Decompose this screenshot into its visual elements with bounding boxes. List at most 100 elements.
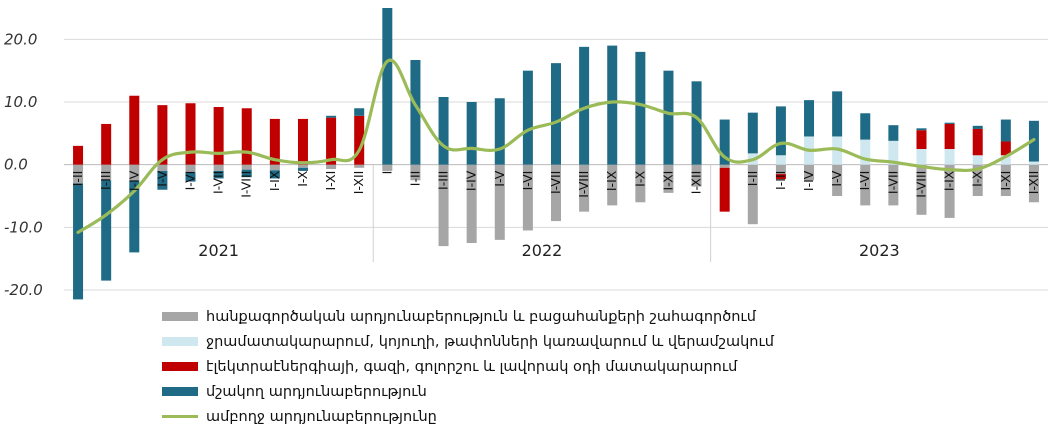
- bar: [944, 122, 955, 124]
- bar: [382, 164, 393, 171]
- bar: [157, 170, 168, 190]
- bar: [326, 117, 337, 165]
- bar: [297, 118, 308, 165]
- legend-item-mining: հանքագործական արդյունաբերություն և բացահ…: [162, 304, 1002, 329]
- bar: [326, 115, 337, 118]
- bar: [804, 100, 815, 137]
- legend-swatch-electricity: [162, 362, 198, 371]
- bar: [101, 123, 112, 165]
- bar: [832, 164, 843, 196]
- bar: [241, 169, 252, 178]
- bar: [860, 164, 871, 206]
- bar: [213, 170, 224, 179]
- x-tick-label: I-XI: [323, 171, 338, 191]
- bar: [747, 164, 758, 225]
- bar: [916, 164, 927, 215]
- bar: [129, 180, 140, 253]
- bar: [73, 164, 84, 184]
- legend-swatch-mining: [162, 312, 198, 321]
- bar: [747, 112, 758, 154]
- legend-label-mining: հանքագործական արդյունաբերություն և բացահ…: [206, 308, 756, 325]
- legend: հանքագործական արդյունաբերություն և բացահ…: [162, 304, 1002, 429]
- bar: [326, 164, 337, 170]
- bar: [775, 106, 786, 156]
- bar: [860, 113, 871, 140]
- bar: [691, 164, 702, 187]
- bar: [1028, 164, 1039, 203]
- x-tick-label: I: [379, 171, 394, 175]
- bar: [1000, 141, 1011, 156]
- legend-swatch-manufacturing: [162, 387, 198, 396]
- y-axis: -20.0 -10.0 0.0 10.0 20.0: [4, 30, 43, 299]
- x-tick-label: I-VIII: [576, 171, 591, 198]
- x-tick-label: I-XII: [351, 171, 366, 195]
- bar: [775, 155, 786, 165]
- bar: [241, 108, 252, 165]
- x-tick-label: I-VIII: [913, 171, 928, 198]
- bar: [832, 91, 843, 137]
- bar: [579, 164, 590, 212]
- x-tick-label: I-VI: [520, 171, 535, 191]
- bar: [354, 164, 365, 168]
- bar: [719, 167, 730, 212]
- bar: [466, 102, 477, 165]
- x-tick-label: I-VIII: [239, 171, 254, 198]
- bar: [157, 105, 168, 165]
- bar: [944, 123, 955, 149]
- bar: [410, 164, 421, 181]
- bar: [241, 164, 252, 170]
- x-tick-label: I-II: [70, 171, 85, 187]
- legend-item-manufacturing: մշակող արդյունաբերություն: [162, 379, 1002, 404]
- bar: [522, 164, 533, 231]
- bar: [607, 45, 618, 165]
- legend-swatch-water-supply: [162, 337, 198, 346]
- x-tick-label: I-VI: [857, 171, 872, 191]
- bar: [73, 145, 84, 165]
- bar: [213, 107, 224, 165]
- x-tick-label: I-IV: [801, 170, 816, 191]
- x-tick-label: I-VI: [183, 171, 198, 191]
- x-tick-label: I-II: [407, 171, 422, 187]
- bar: [1000, 155, 1011, 165]
- year-labels: 2021 2022 2023: [198, 164, 900, 262]
- x-tick-label: I-XII: [1026, 171, 1041, 195]
- legend-item-water-supply: ջրամատակարարում, կոյուղի, թափոնների կառա…: [162, 329, 1002, 354]
- bar: [101, 164, 112, 181]
- legend-label-electricity: էլեկտրաէներգիայի, գազի, գոլորշու և լավոր…: [206, 358, 738, 375]
- x-tick-label: I-VII: [548, 171, 563, 194]
- bar: [522, 70, 533, 165]
- bar: [916, 130, 927, 149]
- legend-label-water-supply: ջրամատակարարում, կոյուղի, թափոնների կառա…: [206, 333, 774, 350]
- bar: [804, 164, 815, 181]
- bar: [944, 149, 955, 165]
- bar: [269, 164, 280, 171]
- bar: [551, 63, 561, 165]
- x-tick-label: I-VII: [211, 171, 226, 194]
- x-tick-label: I-III: [436, 171, 451, 190]
- bar: [916, 149, 927, 165]
- bar: [297, 164, 308, 168]
- bar: [972, 164, 983, 196]
- bar: [719, 164, 730, 168]
- bar: [354, 108, 365, 116]
- bar: [129, 95, 140, 165]
- bar: [269, 118, 280, 165]
- bar: [888, 164, 899, 206]
- year-label: 2021: [198, 241, 239, 260]
- bar: [1028, 161, 1039, 165]
- legend-label-manufacturing: մշակող արդյունաբերություն: [206, 383, 427, 400]
- legend-item-electricity: էլեկտրաէներգիայի, գազի, գոլորշու և լավոր…: [162, 354, 1002, 379]
- y-tick-label: -20.0: [4, 281, 43, 299]
- bar: [213, 164, 224, 171]
- category-labels: I-II I-III I-IV I-V I-VI I-VII I-VIII I-IX I-X I-…: [70, 170, 1041, 198]
- bar: [410, 60, 421, 165]
- bar: [944, 164, 955, 218]
- bar: [860, 139, 871, 165]
- x-tick-label: I-III: [98, 171, 113, 190]
- legend-swatch-total-industry: [162, 415, 198, 418]
- bar: [269, 170, 280, 179]
- legend-item-total-industry: ամբողջ արդյունաբերությունը: [162, 404, 1002, 429]
- x-tick-label: I-X: [632, 170, 647, 187]
- bar: [1000, 119, 1011, 142]
- year-label: 2023: [859, 241, 900, 260]
